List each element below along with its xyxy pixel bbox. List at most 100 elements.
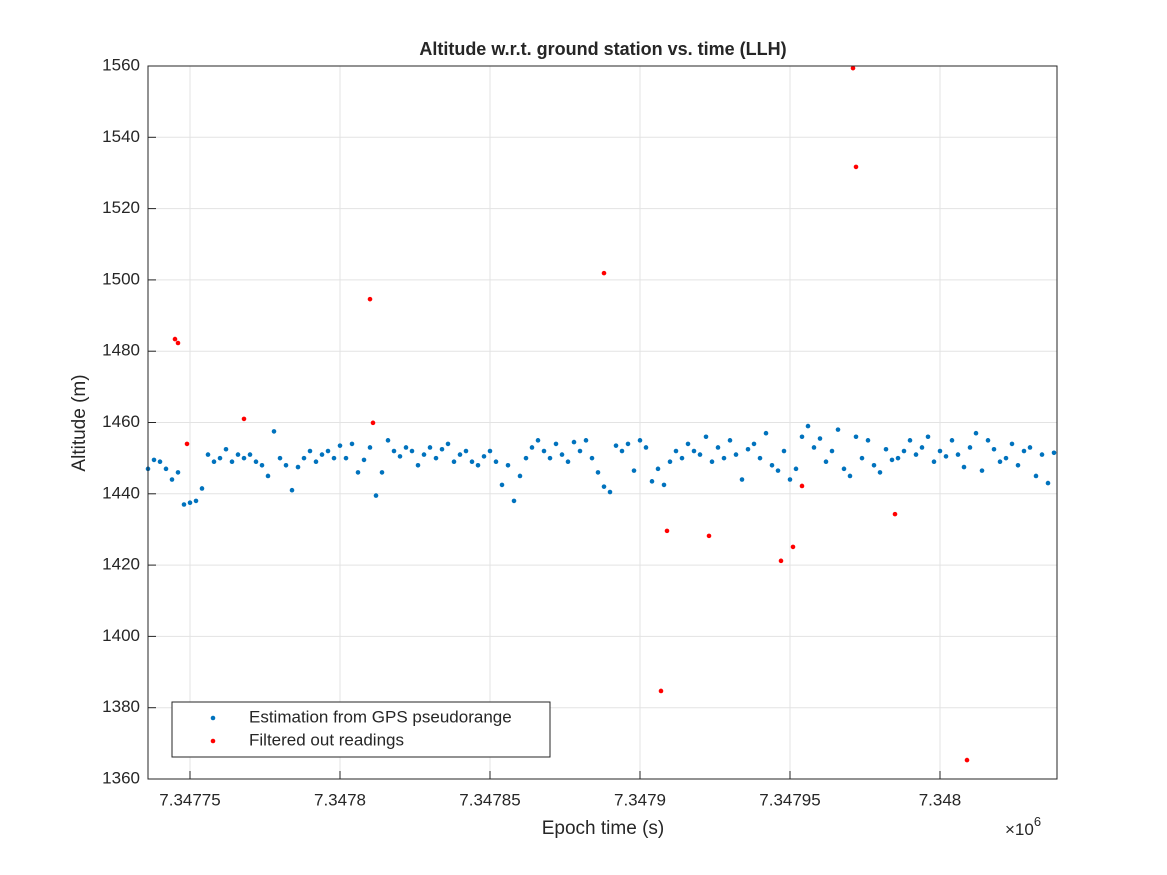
point [973,430,979,436]
point [247,452,253,457]
point [223,446,229,452]
point [943,454,949,459]
point [679,455,685,461]
point [667,459,673,465]
point [565,459,571,465]
point [655,466,661,472]
point [697,452,703,457]
y-tick-label: 1480 [102,341,140,360]
point [811,445,817,450]
point [529,445,535,450]
point [979,468,985,473]
y-tick-label: 1560 [102,55,140,74]
point [619,448,625,454]
point [967,445,973,450]
point [1033,473,1039,479]
point [793,466,799,472]
point [283,462,289,468]
point [379,470,385,475]
point [775,468,781,473]
point [949,438,955,443]
point [925,434,931,440]
point [169,477,175,482]
point [721,455,727,461]
point [571,439,577,445]
point [601,484,607,489]
point [403,445,409,450]
point [157,459,163,465]
point [1021,448,1027,454]
point [901,448,907,454]
point [277,455,283,461]
point [751,441,757,447]
point [739,477,745,482]
point [439,446,445,452]
point [805,423,811,429]
point [907,438,913,443]
point [847,473,853,479]
point [451,459,457,465]
point [745,446,751,452]
point [613,443,619,448]
point [892,511,898,517]
point [706,533,712,539]
point [1039,452,1045,457]
x-multiplier: ×106 [1005,814,1041,839]
point [511,498,517,504]
point [367,296,373,302]
point [1027,445,1033,450]
point [331,455,337,461]
point [661,482,667,488]
point [1045,480,1051,486]
point [607,489,613,495]
point [733,452,739,457]
point [259,462,265,468]
legend-label: Filtered out readings [249,730,404,749]
point [727,438,733,443]
point [199,486,205,491]
point [757,455,763,461]
point [823,459,829,465]
x-tick-label: 7.34775 [159,790,220,809]
point [553,441,559,447]
point [175,340,181,346]
point [799,483,805,489]
point [637,438,643,443]
point [361,457,367,463]
point [325,448,331,454]
point [427,445,433,450]
point [817,436,823,441]
point [547,455,553,461]
point [961,464,967,470]
point [415,462,421,468]
points [145,65,1057,763]
point [1051,450,1057,456]
point [193,498,199,504]
point [205,452,211,457]
point [481,454,487,459]
point [583,438,589,443]
point [289,487,295,493]
point [151,457,157,463]
point [658,688,664,694]
point [517,473,523,479]
point [649,479,655,484]
x-tick-label: 7.34785 [459,790,520,809]
point [985,438,991,443]
point [919,445,925,450]
point [217,455,223,461]
point [871,462,877,468]
point [211,459,217,465]
point [343,455,349,461]
point [853,164,859,170]
point [865,438,871,443]
point [535,438,541,443]
point [829,448,835,454]
point [295,464,301,470]
point [475,462,481,468]
point [163,466,169,472]
point [781,448,787,454]
point [301,455,307,461]
point [241,416,247,422]
